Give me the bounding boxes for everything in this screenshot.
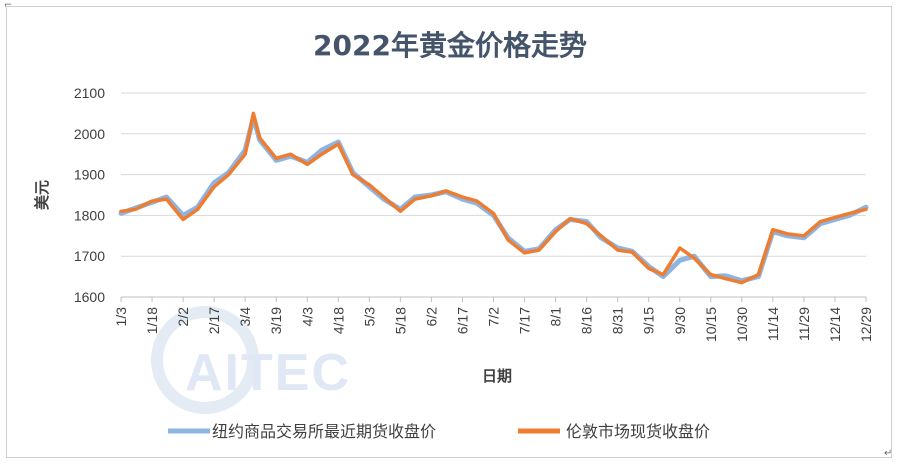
- gridlines: [121, 92, 866, 298]
- y-axis-title: 美元: [33, 180, 51, 210]
- y-tick-label: 1900: [74, 167, 105, 183]
- legend: 纽约商品交易所最近期货收盘价 伦敦市场现货收盘价: [168, 422, 710, 441]
- watermark-text: AITEC: [185, 344, 351, 402]
- legend-label-london: 伦敦市场现货收盘价: [566, 422, 710, 441]
- x-tick-label: 8/1: [548, 307, 564, 327]
- y-tick-label: 2100: [74, 85, 105, 101]
- corner-mark-top-left: ⌐: [4, 0, 13, 11]
- x-tick-label: 9/15: [641, 307, 657, 334]
- x-tick-label: 12/29: [858, 307, 874, 342]
- series-lines: [118, 111, 869, 285]
- x-tick-label: 10/30: [734, 307, 750, 342]
- x-tick-label: 11/14: [765, 307, 781, 341]
- series-line-london: [119, 111, 868, 285]
- x-tick-label: 7/17: [517, 307, 533, 334]
- chart-frame: [6, 6, 892, 458]
- x-tick-label: 4/3: [299, 307, 315, 327]
- x-tick-label: 3/4: [237, 307, 253, 327]
- x-tick-label: 5/3: [361, 307, 377, 327]
- y-tick-label: 1700: [74, 248, 105, 264]
- y-tick-labels: 1600 1700 1800 1900 2000 2100: [74, 85, 105, 305]
- x-tick-label: 4/18: [330, 307, 346, 334]
- x-tick-label: 7/2: [486, 307, 502, 327]
- x-tick-label: 5/18: [392, 307, 408, 334]
- x-tick-label: 2/2: [175, 307, 191, 327]
- watermark: AITEC: [151, 306, 351, 414]
- x-tick-label: 2/17: [206, 307, 222, 334]
- watermark-ring: [151, 306, 259, 414]
- x-tick-label: 9/30: [672, 307, 688, 334]
- y-tick-label: 2000: [74, 126, 105, 142]
- x-tick-label: 6/17: [454, 307, 470, 334]
- corner-mark-bottom-right: ↵: [884, 448, 893, 459]
- y-tick-label: 1800: [74, 207, 105, 223]
- x-axis-title: 日期: [482, 367, 512, 385]
- y-tick-label: 1600: [74, 289, 105, 305]
- x-tick-labels: 1/3 1/18 2/2 2/17 3/4 3/19 4/3 4/18 5/3 5/18 6/2 6/…: [113, 297, 874, 342]
- x-tick-label: 8/31: [610, 307, 626, 334]
- x-tick-label: 10/15: [703, 307, 719, 342]
- x-tick-label: 3/19: [268, 307, 284, 334]
- x-tick-label: 1/18: [144, 307, 160, 334]
- legend-label-nymex: 纽约商品交易所最近期货收盘价: [212, 422, 436, 441]
- x-tick-label: 8/16: [579, 307, 595, 334]
- x-tick-label: 12/14: [827, 307, 843, 342]
- x-tick-label: 1/3: [113, 307, 129, 327]
- chart-title: 2022年黄金价格走势: [313, 29, 587, 62]
- x-tick-label: 11/29: [796, 307, 812, 341]
- x-tick-label: 6/2: [423, 307, 439, 327]
